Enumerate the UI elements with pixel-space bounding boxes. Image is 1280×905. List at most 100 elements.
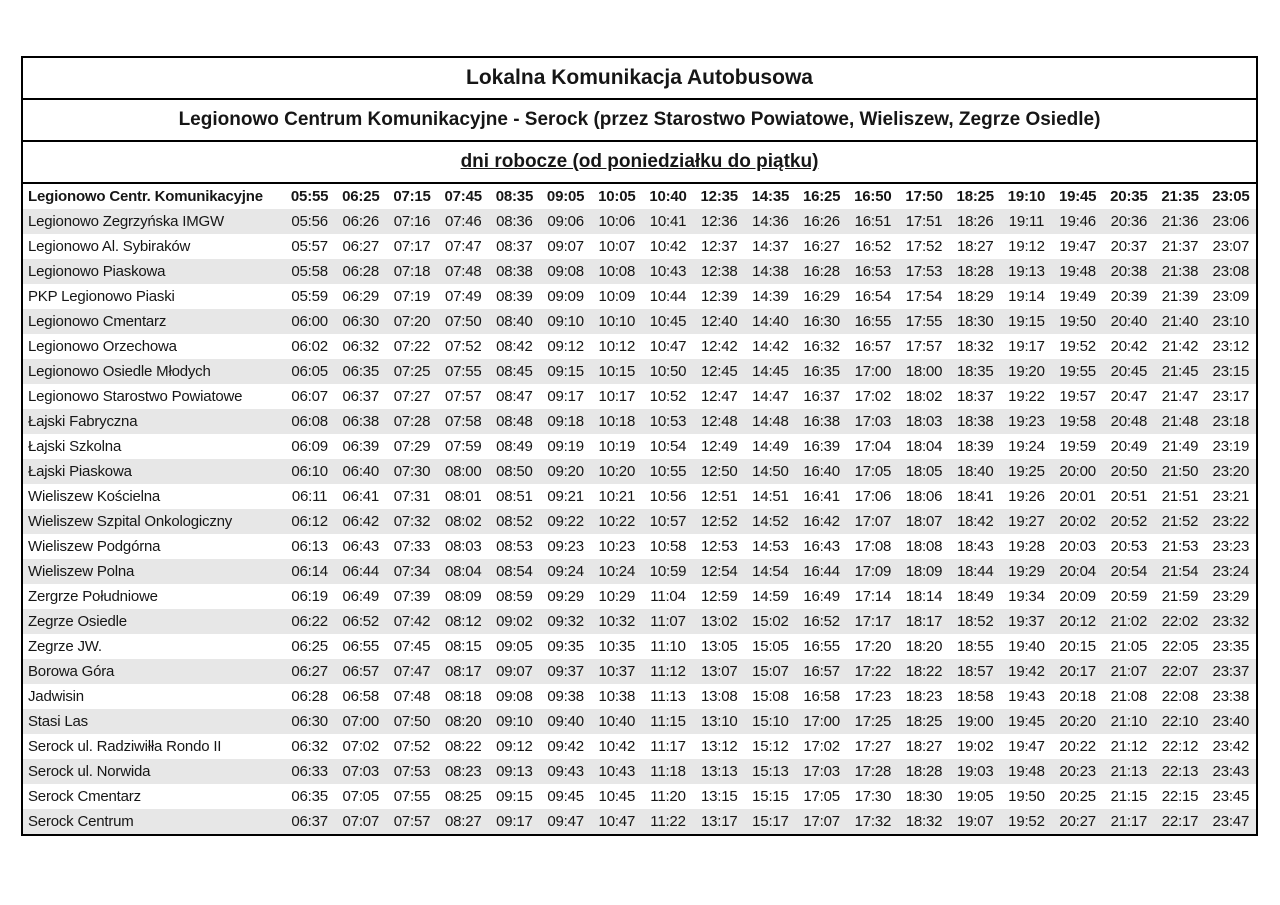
time-cell: 20:12 [1059,613,1096,630]
time-cell: 09:20 [547,463,584,480]
time-cell: 22:13 [1161,763,1199,780]
time-cell: 09:18 [547,413,584,430]
time-cell: 13:05 [700,638,738,655]
time-cell: 20:20 [1059,713,1096,730]
stop-row: Łajski Fabryczna 06:08 06:38 07:28 07:58 08:4… [22,409,1257,434]
stop-row: Wieliszew Szpital Onkologiczny 06:12 06:42… [22,509,1257,534]
time-cell: 15:02 [752,613,789,630]
time-cell: 19:17 [1008,338,1045,355]
time-cell: 06:05 [291,363,328,380]
time-cell: 06:35 [342,363,380,380]
time-cell: 23:45 [1212,788,1250,805]
time-cell: 10:45 [598,788,636,805]
stop-row: Legionowo Al. Sybiraków 05:57 06:27 07:17 07… [22,234,1257,259]
time-cell: 07:42 [393,613,431,630]
time-cell: 20:54 [1110,563,1148,580]
time-cell: 19:40 [1008,638,1045,655]
time-cell: 10:53 [649,413,687,430]
time-cell: 09:07 [547,238,584,255]
time-cell: 16:57 [803,663,840,680]
time-cell: 06:49 [342,588,380,605]
time-cell: 13:13 [700,763,738,780]
time-cell: 23:21 [1212,488,1250,505]
time-cell: 23:12 [1212,338,1250,355]
time-cell: 21:36 [1161,213,1199,230]
time-cell: 16:43 [803,538,840,555]
stop-name-cell: Legionowo Zegrzyńska IMGW [28,213,224,230]
time-cell: 07:39 [393,588,431,605]
time-cell: 21:52 [1161,513,1199,530]
time-cell: 19:00 [956,713,994,730]
time-cell: 09:15 [496,788,533,805]
stop-row: Legionowo Zegrzyńska IMGW 05:56 06:26 07:16… [22,209,1257,234]
time-cell: 20:23 [1059,763,1096,780]
time-cell: 23:38 [1212,688,1250,705]
stop-row: Legionowo Orzechowa 06:02 06:32 07:22 07:52 0… [22,334,1257,359]
time-cell: 10:37 [598,663,636,680]
time-cell: 08:42 [496,338,533,355]
time-cell: 18:14 [905,588,943,605]
time-cell: 23:35 [1212,638,1250,655]
time-cell: 14:40 [752,313,789,330]
stop-name-cell: Zegrze JW. [28,638,102,655]
time-cell: 19:20 [1008,363,1045,380]
time-cell: 22:02 [1161,613,1199,630]
time-cell: 12:38 [700,263,738,280]
time-cell: 18:44 [956,563,994,580]
time-cell: 21:53 [1161,538,1199,555]
time-cell: 14:39 [752,288,789,305]
time-cell: 11:04 [650,588,686,605]
stop-name-cell: Borowa Góra [28,663,115,680]
time-cell: 13:15 [700,788,738,805]
time-cell: 19:48 [1059,263,1096,280]
time-cell: 17:05 [854,463,892,480]
time-cell: 12:47 [700,388,738,405]
time-cell: 06:35 [291,788,328,805]
time-cell: 16:44 [803,563,840,580]
stop-row: Zegrze Osiedle 06:22 06:52 07:42 08:12 09:02 0… [22,609,1257,634]
stop-name-cell: Łajski Piaskowa [28,463,132,480]
time-cell: 09:02 [496,613,533,630]
time-cell: 18:32 [956,338,994,355]
time-cell: 10:12 [598,338,636,355]
time-cell: 13:17 [700,813,738,830]
time-cell: 11:12 [650,663,686,680]
departure-time-header: 21:35 [1161,188,1199,205]
time-cell: 08:25 [444,788,482,805]
stop-row: Borowa Góra 06:27 06:57 07:47 08:17 09:07 09:3… [22,659,1257,684]
timetable-table: Legionowo Centr. Komunikacyjne 05:55 06:25… [21,182,1258,836]
time-cell: 10:08 [598,263,636,280]
departure-time-header: 07:15 [393,188,431,205]
time-cell: 17:02 [803,738,840,755]
time-cell: 09:17 [496,813,533,830]
time-cell: 18:42 [956,513,994,530]
departure-time-header: 07:45 [444,188,483,205]
time-cell: 07:18 [393,263,431,280]
time-cell: 17:00 [803,713,840,730]
time-cell: 20:18 [1059,688,1096,705]
stop-row: Legionowo Starostwo Powiatowe 06:07 06:37 0… [22,384,1257,409]
time-cell: 08:22 [444,738,482,755]
stop-name-cell: Serock Centrum [28,813,134,830]
time-cell: 08:59 [496,588,533,605]
time-cell: 07:16 [393,213,431,230]
time-cell: 18:04 [905,438,943,455]
time-cell: 10:15 [598,363,636,380]
time-cell: 10:50 [649,363,687,380]
time-cell: 10:42 [649,238,687,255]
time-cell: 16:30 [803,313,840,330]
time-cell: 19:14 [1008,288,1045,305]
time-cell: 19:02 [956,738,994,755]
time-cell: 18:58 [956,688,994,705]
time-cell: 15:13 [752,763,789,780]
time-cell: 09:05 [496,638,533,655]
time-cell: 07:29 [393,438,431,455]
time-cell: 19:27 [1008,513,1045,530]
time-cell: 14:52 [752,513,789,530]
time-cell: 14:42 [752,338,789,355]
time-cell: 18:37 [956,388,994,405]
time-cell: 16:42 [803,513,840,530]
time-cell: 09:24 [547,563,584,580]
time-cell: 22:10 [1161,713,1199,730]
time-cell: 16:58 [803,688,840,705]
